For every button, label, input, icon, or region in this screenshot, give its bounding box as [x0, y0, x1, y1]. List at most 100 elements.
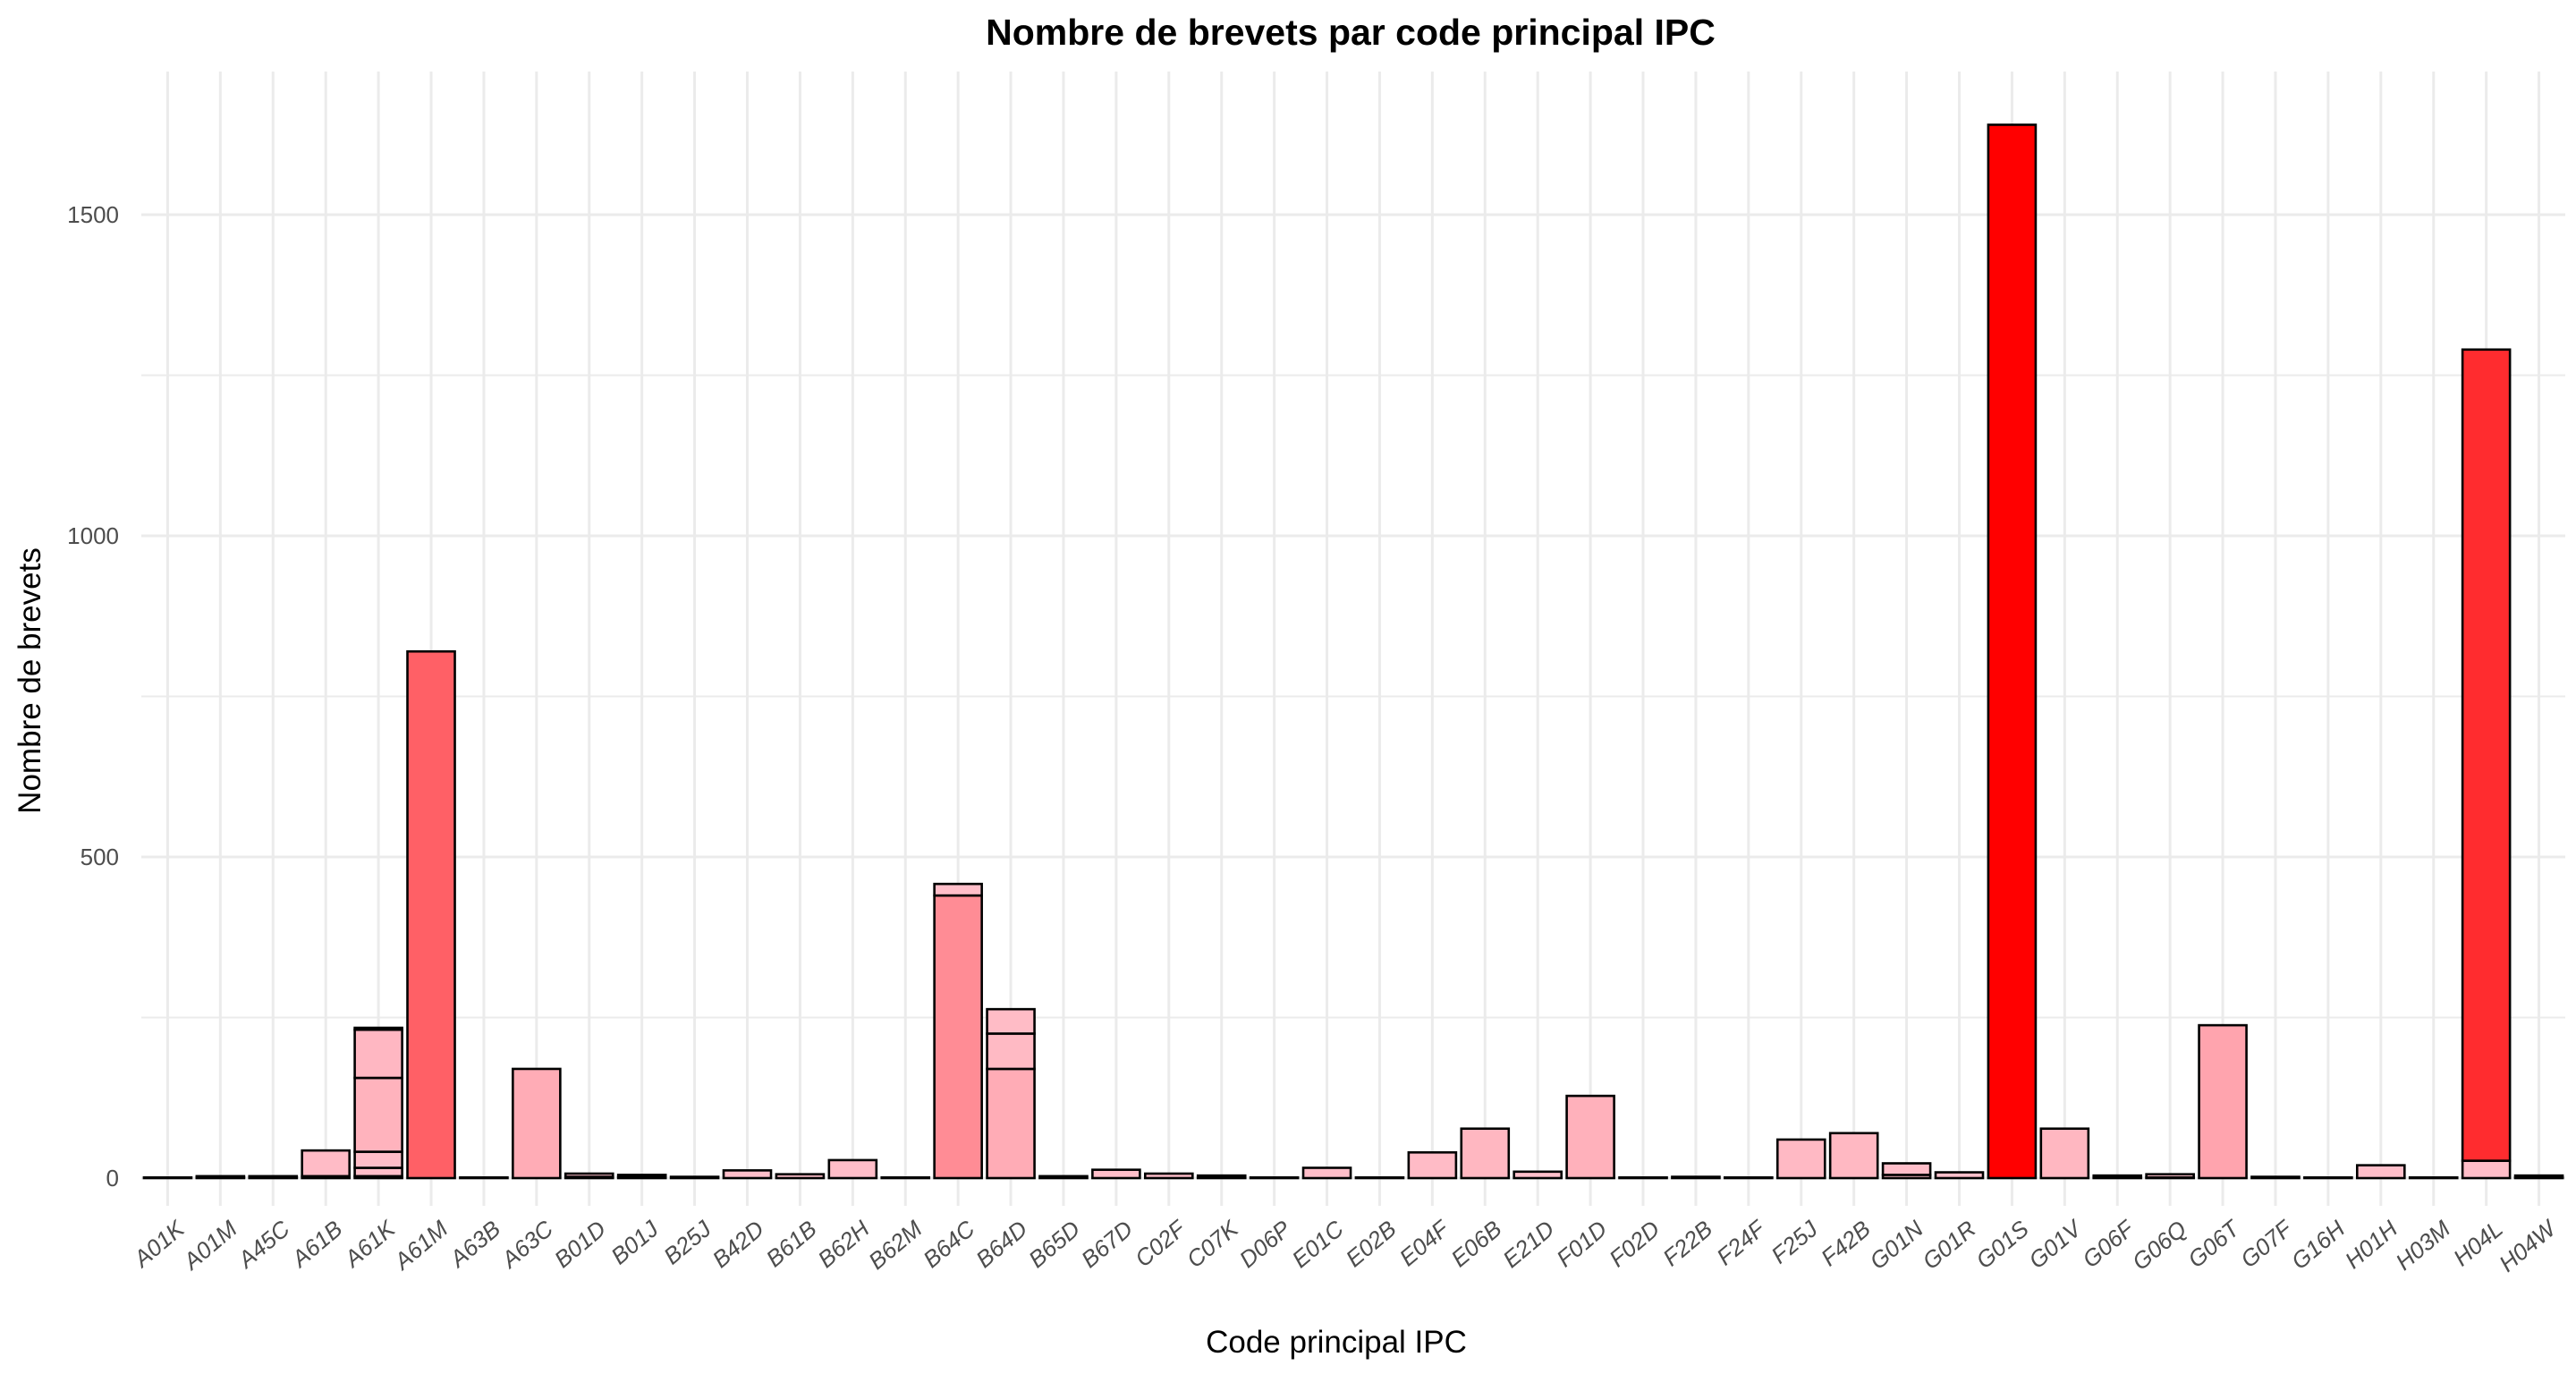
x-tick-label: G06T — [2182, 1214, 2246, 1273]
bar-segment — [301, 1149, 352, 1178]
y-axis-ticks: 0 500 1000 1500 — [67, 201, 119, 1192]
y-tick-label: 0 — [106, 1165, 119, 1192]
x-tick-label: G01N — [1864, 1215, 1928, 1275]
x-tick-label: A61M — [387, 1215, 453, 1276]
bar-segment — [353, 1166, 403, 1178]
bar-segment — [564, 1172, 614, 1178]
bar-segment — [353, 1150, 403, 1169]
bar-segment — [1091, 1168, 1141, 1180]
x-tick-label: F42B — [1816, 1215, 1876, 1271]
x-tick-label: B25J — [658, 1215, 716, 1270]
x-tick-label: F01D — [1551, 1215, 1612, 1272]
y-tick-label: 500 — [80, 844, 119, 870]
x-tick-label: A45C — [232, 1215, 295, 1274]
bar-segment — [2408, 1175, 2459, 1180]
x-tick-label: B64C — [918, 1215, 979, 1273]
bar-segment — [2250, 1175, 2301, 1180]
x-tick-label: B64D — [970, 1215, 1032, 1273]
bar-segment — [353, 1028, 403, 1080]
bar-segment — [986, 1007, 1036, 1035]
bar-segment — [2039, 1127, 2090, 1180]
bar-segment — [669, 1175, 720, 1180]
x-tick-label: G07F — [2235, 1214, 2299, 1273]
bar-segment — [933, 894, 983, 1180]
bar-segment — [2513, 1174, 2564, 1179]
x-axis-ticks: A01KA01MA45CA61BA61KA61MA63BA63CB01DB01J… — [127, 1214, 2563, 1277]
x-tick-label: E06B — [1445, 1215, 1506, 1272]
x-tick-label: G16H — [2286, 1215, 2350, 1275]
bar-segment — [1301, 1166, 1352, 1180]
x-tick-label: C07K — [1182, 1214, 1244, 1273]
bar-segment — [406, 649, 456, 1180]
bar-segment — [2461, 1159, 2512, 1180]
x-tick-label: G06Q — [2127, 1215, 2191, 1276]
bar-segment — [1513, 1170, 1563, 1180]
x-tick-label: B42D — [708, 1215, 769, 1273]
bar-segment — [1143, 1172, 1194, 1180]
x-tick-label: G06F — [2077, 1214, 2140, 1273]
bar-segment — [2461, 348, 2512, 1162]
bar-segment — [1671, 1175, 1721, 1180]
x-tick-label: B62H — [812, 1215, 874, 1273]
x-tick-label: F24F — [1711, 1214, 1771, 1270]
x-tick-label: H01H — [2340, 1215, 2402, 1274]
x-axis-title: Code principal IPC — [1206, 1325, 1467, 1360]
bar-segment — [933, 882, 983, 897]
bar-segment — [1775, 1138, 1826, 1180]
bar-segment — [827, 1158, 878, 1180]
x-tick-label: F25J — [1766, 1215, 1823, 1269]
x-tick-label: B62M — [863, 1215, 928, 1275]
bar-segment — [353, 1076, 403, 1153]
bar-segment — [1881, 1162, 1932, 1176]
bar-segment — [1196, 1174, 1247, 1179]
bar-segment — [880, 1175, 931, 1180]
bar-segment — [1565, 1094, 1615, 1180]
x-tick-label: A63C — [495, 1215, 558, 1274]
x-tick-label: B67D — [1076, 1215, 1138, 1273]
x-tick-label: H04W — [2494, 1214, 2563, 1277]
x-tick-label: A01K — [127, 1214, 191, 1273]
bar-segment — [2145, 1173, 2195, 1179]
bar-segment — [1407, 1150, 1458, 1180]
bar-segment — [986, 1032, 1036, 1071]
x-tick-label: G01R — [1917, 1215, 1980, 1275]
bar-segment — [512, 1067, 562, 1180]
bar-segment — [1987, 123, 2038, 1180]
x-tick-label: E02B — [1341, 1215, 1402, 1272]
bar-segment — [986, 1067, 1036, 1180]
x-tick-label: A63B — [444, 1215, 506, 1273]
x-tick-label: D06P — [1234, 1215, 1297, 1273]
x-tick-label: E21D — [1497, 1215, 1559, 1273]
bar-segment — [1724, 1175, 1774, 1180]
x-tick-label: G01S — [1970, 1215, 2034, 1274]
x-tick-label: B01J — [606, 1215, 664, 1270]
chart-title: Nombre de brevets par code principal IPC — [986, 12, 1716, 53]
bar-segment — [459, 1175, 509, 1180]
bar-segment — [722, 1169, 773, 1180]
y-tick-label: 1000 — [67, 522, 119, 549]
x-tick-label: G01V — [2023, 1214, 2088, 1274]
bar-segment — [775, 1173, 826, 1180]
y-tick-label: 1500 — [67, 201, 119, 228]
x-tick-label: E01C — [1287, 1215, 1349, 1273]
bar-segment — [1934, 1171, 1985, 1180]
x-tick-label: B65D — [1023, 1215, 1085, 1273]
bar-segment — [1354, 1175, 1405, 1180]
x-tick-label: A01M — [177, 1215, 242, 1276]
y-axis-title: Nombre de brevets — [13, 547, 47, 814]
bar-segment — [353, 1026, 403, 1031]
bar-segment — [142, 1175, 193, 1180]
bar-segment — [1038, 1175, 1089, 1180]
x-tick-label: E04F — [1394, 1214, 1456, 1271]
bar-segment — [616, 1174, 667, 1178]
bar-segment — [1460, 1127, 1511, 1180]
bar-segment — [248, 1175, 299, 1179]
x-tick-label: F22B — [1657, 1215, 1717, 1271]
bar-segment — [2092, 1174, 2143, 1179]
x-tick-label: B61B — [761, 1215, 822, 1272]
x-tick-label: F02D — [1604, 1215, 1665, 1272]
bar-segment — [195, 1175, 246, 1179]
bar-segment — [2355, 1164, 2406, 1180]
